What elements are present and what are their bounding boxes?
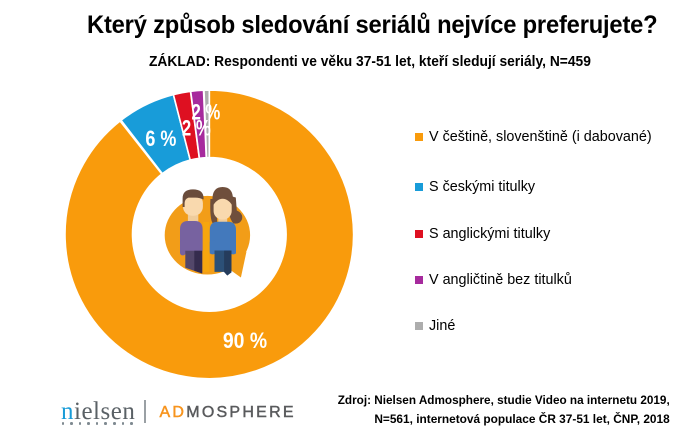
svg-text:2 %: 2 % [191,100,220,125]
svg-text:6 %: 6 % [145,126,176,151]
svg-text:2 %: 2 % [182,116,211,141]
svg-text:90 %: 90 % [223,328,267,353]
